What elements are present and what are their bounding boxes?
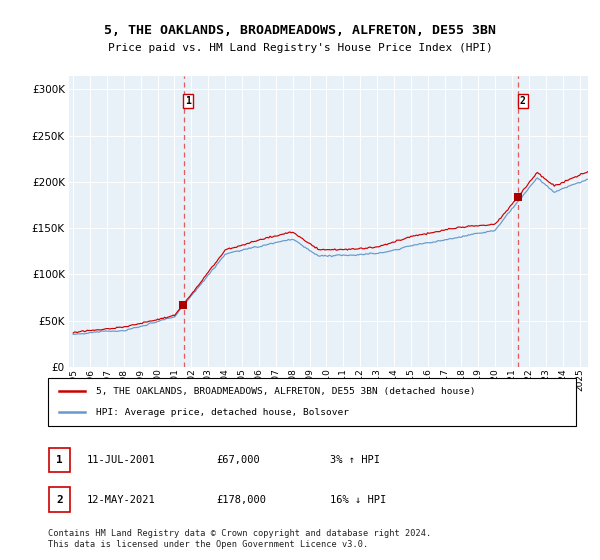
Text: 5, THE OAKLANDS, BROADMEADOWS, ALFRETON, DE55 3BN (detached house): 5, THE OAKLANDS, BROADMEADOWS, ALFRETON,… — [95, 387, 475, 396]
Text: £67,000: £67,000 — [216, 455, 260, 465]
FancyBboxPatch shape — [49, 448, 70, 473]
Text: 12-MAY-2021: 12-MAY-2021 — [87, 494, 156, 505]
FancyBboxPatch shape — [49, 487, 70, 512]
Text: 1: 1 — [185, 96, 191, 106]
Text: 1: 1 — [56, 455, 63, 465]
FancyBboxPatch shape — [48, 378, 576, 426]
Text: 11-JUL-2001: 11-JUL-2001 — [87, 455, 156, 465]
Text: 2: 2 — [520, 96, 526, 106]
Text: £178,000: £178,000 — [216, 494, 266, 505]
Text: 3% ↑ HPI: 3% ↑ HPI — [330, 455, 380, 465]
Text: 16% ↓ HPI: 16% ↓ HPI — [330, 494, 386, 505]
Text: Contains HM Land Registry data © Crown copyright and database right 2024.
This d: Contains HM Land Registry data © Crown c… — [48, 529, 431, 549]
Text: 2: 2 — [56, 494, 63, 505]
Text: 5, THE OAKLANDS, BROADMEADOWS, ALFRETON, DE55 3BN: 5, THE OAKLANDS, BROADMEADOWS, ALFRETON,… — [104, 24, 496, 38]
Text: Price paid vs. HM Land Registry's House Price Index (HPI): Price paid vs. HM Land Registry's House … — [107, 43, 493, 53]
Text: HPI: Average price, detached house, Bolsover: HPI: Average price, detached house, Bols… — [95, 408, 349, 417]
